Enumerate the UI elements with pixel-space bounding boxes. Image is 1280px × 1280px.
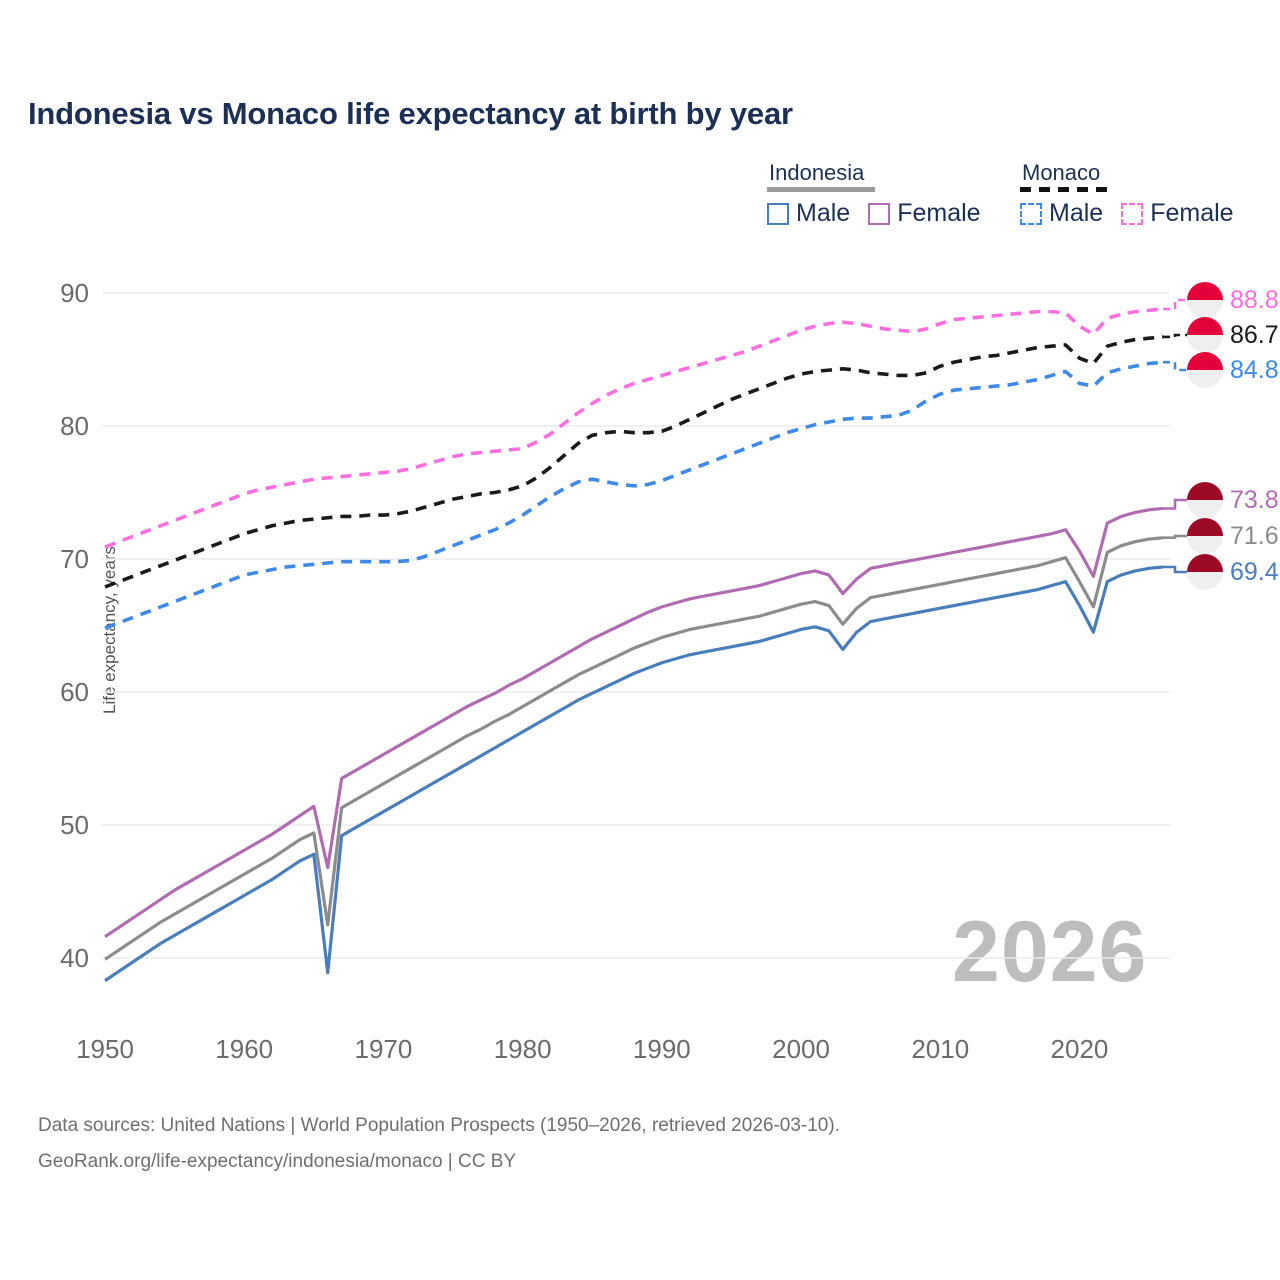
flag-icon-monaco: [1187, 282, 1223, 318]
end-marker-indonesia-female: 73.8: [1187, 482, 1279, 518]
flag-icon-monaco: [1187, 352, 1223, 388]
end-connector: [1163, 534, 1187, 539]
legend-label-indonesia-female: Female: [897, 199, 981, 227]
end-marker-monaco-total: 86.7: [1187, 317, 1279, 353]
y-tick-label: 70: [60, 544, 89, 574]
y-axis-label: Life expectancy, years: [100, 546, 119, 714]
series-line-monaco-total: [104, 335, 1164, 589]
y-tick-label: 90: [60, 278, 89, 308]
series-line-monaco-female: [104, 307, 1164, 549]
footer-line-sources: Data sources: United Nations | World Pop…: [38, 1115, 840, 1136]
y-tick-label: 60: [60, 677, 89, 707]
flag-icon-indonesia: [1187, 518, 1223, 554]
page-title: Indonesia vs Monaco life expectancy at b…: [28, 96, 793, 131]
x-tick-label: 2020: [1051, 1034, 1109, 1064]
series-line-monaco-male: [104, 360, 1164, 630]
x-tick-label: 1980: [494, 1034, 552, 1064]
x-tick-label: 1960: [215, 1034, 273, 1064]
legend-country-indonesia: Indonesia: [769, 160, 865, 185]
x-tick-label: 1970: [354, 1034, 412, 1064]
end-marker-indonesia-total: 71.6: [1187, 518, 1279, 554]
legend-label-monaco-female: Female: [1150, 199, 1234, 227]
legend-item-monaco-male[interactable]: Male: [1020, 201, 1103, 226]
legend-swatch-icon-monaco-male: [1020, 202, 1042, 225]
series-line-indonesia-female: [104, 506, 1164, 939]
legend-group-indonesia: Indonesia Male Female: [767, 160, 981, 226]
end-connector: [1163, 498, 1187, 510]
footer-line-url[interactable]: GeoRank.org/life-expectancy/indonesia/mo…: [38, 1151, 517, 1172]
end-value-label: 86.7: [1230, 320, 1279, 349]
end-value-label: 71.6: [1230, 521, 1279, 550]
legend-country-monaco: Monaco: [1022, 160, 1101, 185]
legend-label-indonesia-male: Male: [796, 199, 851, 227]
series-line-indonesia-total: [104, 536, 1164, 961]
end-marker-monaco-female: 88.8: [1187, 282, 1279, 318]
flag-icon-indonesia: [1187, 482, 1223, 518]
legend-rule-dashed: [1020, 187, 1112, 192]
legend-item-indonesia-male[interactable]: Male: [767, 201, 850, 226]
flag-icon-monaco: [1187, 317, 1223, 353]
y-tick-label: 50: [60, 810, 89, 840]
legend-swatch-icon-indonesia-female: [868, 202, 891, 225]
legend-swatch-icon-indonesia-male: [767, 202, 789, 225]
end-connector: [1163, 333, 1187, 339]
y-tick-label: 40: [60, 943, 89, 973]
x-tick-label: 2000: [772, 1034, 830, 1064]
end-connector: [1163, 298, 1187, 311]
legend-group-monaco: Monaco Male Female: [1020, 160, 1234, 226]
legend-item-monaco-female[interactable]: Female: [1121, 199, 1234, 227]
end-value-label: 84.8: [1230, 355, 1279, 384]
chart-footer: Data sources: United Nations | World Pop…: [38, 1108, 840, 1180]
end-connector: [1163, 565, 1187, 574]
legend-item-indonesia-female[interactable]: Female: [868, 199, 981, 227]
y-tick-label: 80: [60, 411, 89, 441]
end-value-label: 73.8: [1230, 485, 1279, 514]
x-tick-label: 1990: [633, 1034, 691, 1064]
year-watermark: 2026: [952, 904, 1148, 1000]
end-connector: [1163, 360, 1187, 372]
legend-label-monaco-male: Male: [1049, 199, 1104, 227]
chart-legend: Indonesia Male Female Monaco Male: [760, 160, 1260, 240]
legend-rule-solid: [767, 187, 875, 192]
x-tick-label: 1950: [76, 1034, 134, 1064]
end-value-label: 69.4: [1230, 557, 1279, 586]
legend-swatch-icon-monaco-female: [1121, 202, 1144, 225]
end-marker-indonesia-male: 69.4: [1187, 554, 1279, 590]
flag-icon-indonesia: [1187, 554, 1223, 590]
end-value-label: 88.8: [1230, 285, 1279, 314]
x-tick-label: 2010: [911, 1034, 969, 1064]
end-marker-monaco-male: 84.8: [1187, 352, 1279, 388]
